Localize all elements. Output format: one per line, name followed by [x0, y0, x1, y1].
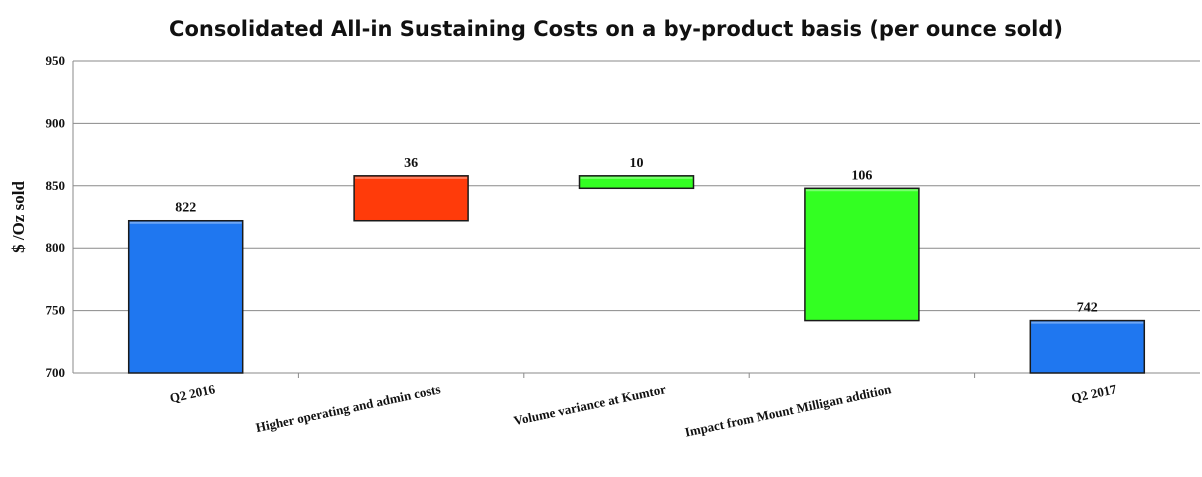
y-tick-label-700: 700	[46, 365, 66, 380]
y-axis-ticks: 700 750 800 850 900 950	[46, 53, 66, 380]
y-tick-label-800: 800	[46, 240, 66, 255]
chart-title: Consolidated All-in Sustaining Costs on …	[169, 17, 1063, 41]
category-labels: Q2 2016 Higher operating and admin costs V…	[168, 381, 1118, 440]
data-labels: 822 36 10 106 742	[175, 156, 1098, 316]
y-axis-label: $ /Oz sold	[9, 181, 28, 253]
bars	[127, 175, 1146, 374]
y-tick-label-900: 900	[46, 115, 66, 130]
bar-4	[804, 187, 920, 322]
y-tick-label-950: 950	[46, 53, 66, 68]
category-label-5: Q2 2017	[1070, 381, 1118, 405]
data-label-5: 742	[1077, 301, 1098, 316]
category-label-4: Impact from Mount Milligan addition	[683, 381, 893, 440]
data-label-3: 10	[630, 156, 644, 171]
y-tick-label-750: 750	[46, 303, 66, 318]
y-tick-label-850: 850	[46, 178, 66, 193]
bar-5	[1029, 319, 1146, 374]
data-label-2: 36	[404, 156, 418, 171]
bar-3	[578, 175, 695, 190]
category-label-1: Q2 2016	[168, 381, 216, 405]
category-label-2: Higher operating and admin costs	[254, 381, 441, 435]
bar-1	[127, 219, 244, 374]
data-label-4: 106	[851, 168, 872, 183]
data-label-1: 822	[175, 201, 196, 216]
category-label-3: Volume variance at Kumtor	[512, 381, 667, 428]
gridlines	[72, 60, 1200, 378]
bar-2	[353, 175, 469, 222]
